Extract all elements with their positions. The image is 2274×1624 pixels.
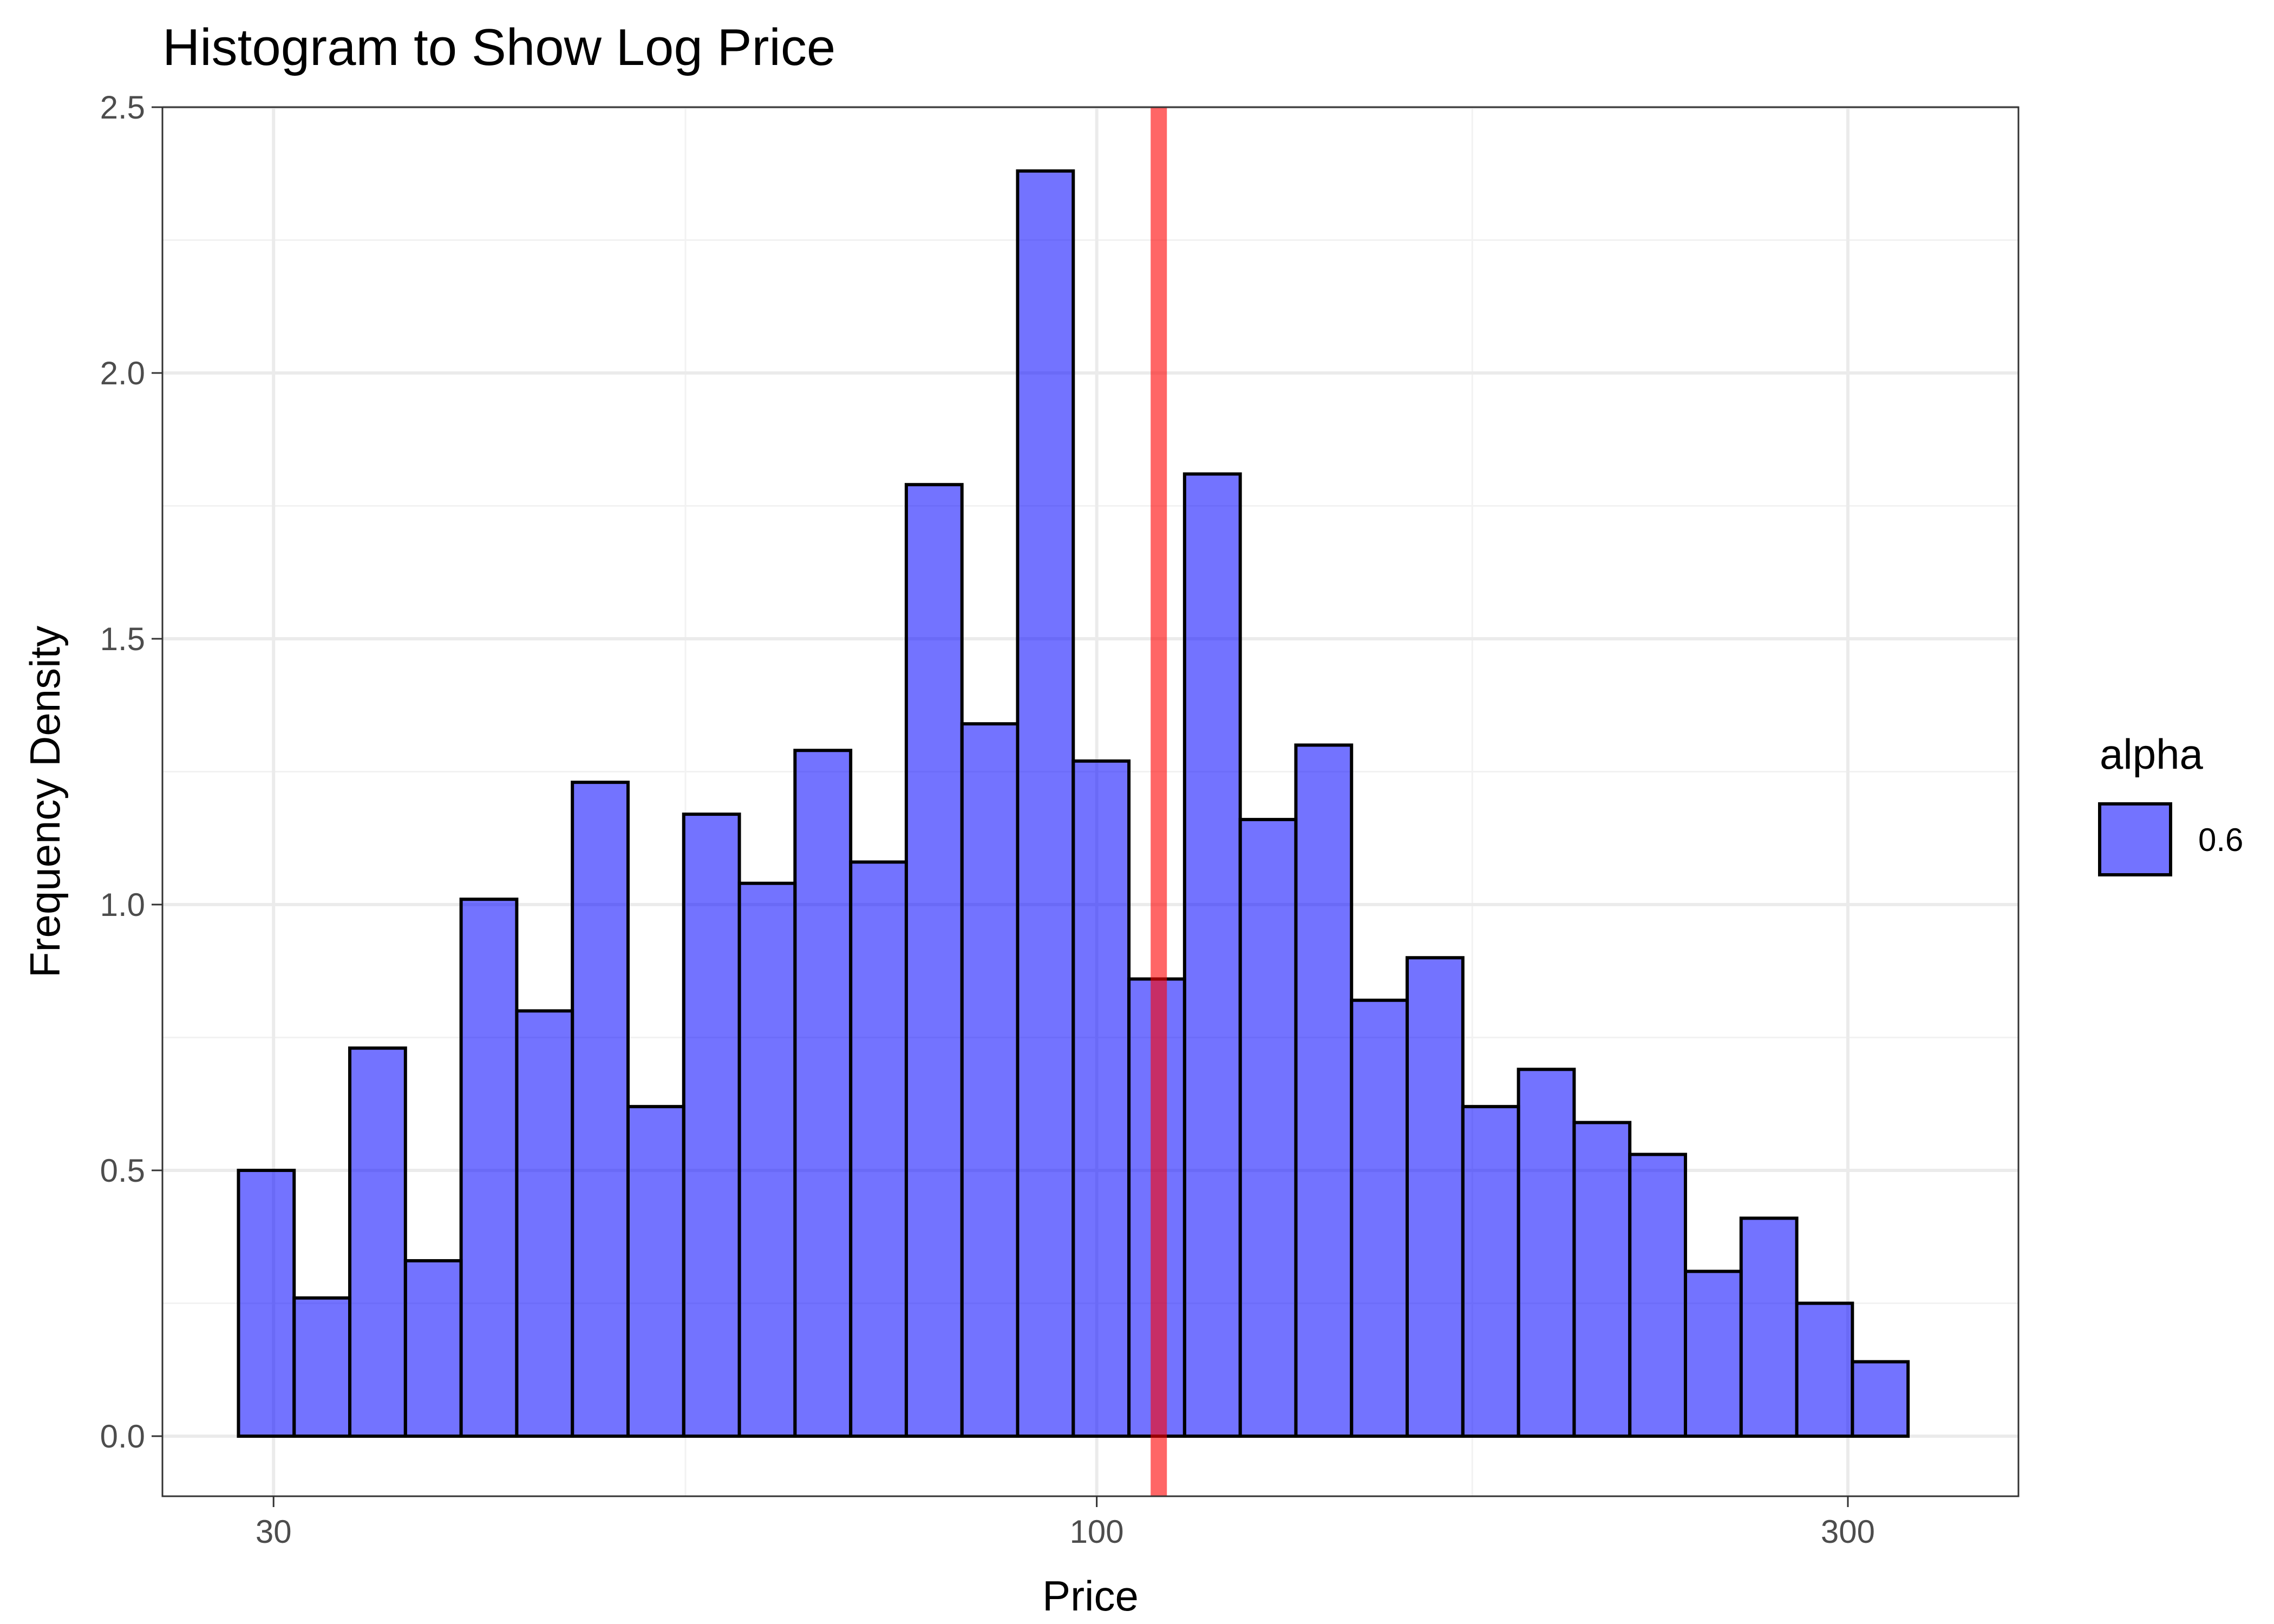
histogram-bar	[1795, 1301, 1854, 1438]
x-axis-title: Price	[1042, 1572, 1139, 1620]
histogram-bar	[1350, 998, 1409, 1438]
histogram-bar	[292, 1296, 352, 1438]
histogram-bar	[626, 1105, 685, 1438]
histogram-bar	[459, 898, 519, 1438]
legend-key-swatch	[2098, 802, 2172, 876]
histogram-bar	[960, 722, 1020, 1438]
histogram-bar	[515, 1009, 574, 1438]
histogram-bar	[237, 1169, 296, 1438]
y-tick-label: 2.5	[100, 89, 145, 126]
histogram-bar	[793, 749, 853, 1438]
histogram-bar	[1182, 472, 1242, 1438]
legend-item-label: 0.6	[2198, 822, 2243, 858]
y-tick-label: 1.5	[100, 621, 145, 657]
histogram-bar	[1517, 1068, 1576, 1438]
histogram-bar	[571, 781, 630, 1438]
y-axis-title: Frequency Density	[21, 626, 69, 978]
x-tick-label: 100	[1070, 1514, 1124, 1550]
histogram-bar	[1628, 1152, 1687, 1438]
histogram-bar	[1851, 1360, 1910, 1438]
histogram-bar	[737, 881, 797, 1438]
histogram-bar	[1294, 743, 1354, 1438]
histogram-bar	[904, 483, 964, 1438]
histogram-bar	[849, 860, 908, 1438]
histogram-bar	[1016, 169, 1075, 1438]
histogram-bar	[348, 1046, 407, 1438]
chart-title: Histogram to Show Log Price	[162, 18, 835, 76]
x-axis-ticks: 30 100 300	[256, 1496, 1875, 1550]
legend: alpha 0.6	[2098, 730, 2243, 876]
histogram-bar	[682, 813, 741, 1438]
x-tick-label: 300	[1821, 1514, 1875, 1550]
histogram-bar	[1071, 759, 1131, 1438]
histogram-bars	[237, 169, 1910, 1438]
plot-panel-border	[161, 106, 2020, 1497]
histogram-bar	[1406, 956, 1465, 1438]
legend-title: alpha	[2100, 730, 2203, 778]
histogram-bar	[1683, 1269, 1743, 1438]
y-tick-label: 1.0	[100, 887, 145, 923]
histogram-bar	[1572, 1121, 1632, 1438]
y-axis-ticks: 0.0 0.5 1.0 1.5 2.0 2.5	[100, 89, 162, 1455]
x-tick-label: 30	[256, 1514, 292, 1550]
histogram-bar	[1461, 1105, 1520, 1438]
histogram-bar	[403, 1259, 463, 1438]
y-tick-label: 2.0	[100, 355, 145, 391]
y-tick-label: 0.0	[100, 1418, 145, 1455]
histogram-bar	[1238, 817, 1298, 1438]
histogram-bar	[1739, 1216, 1799, 1438]
y-tick-label: 0.5	[100, 1152, 145, 1189]
